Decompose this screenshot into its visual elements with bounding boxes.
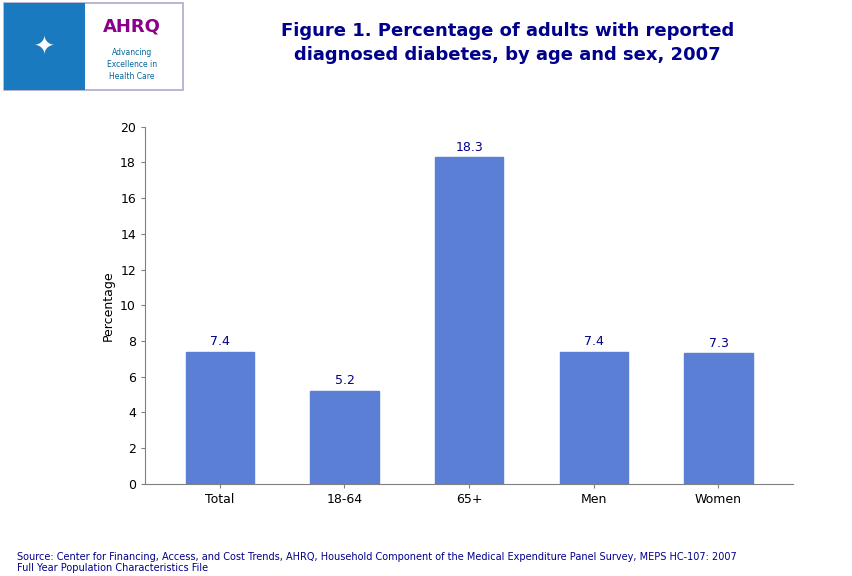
Bar bbox=[4, 3, 85, 90]
Bar bbox=[435, 157, 503, 484]
Text: Figure 1. Percentage of adults with reported
diagnosed diabetes, by age and sex,: Figure 1. Percentage of adults with repo… bbox=[280, 22, 734, 63]
Text: Source: Center for Financing, Access, and Cost Trends, AHRQ, Household Component: Source: Center for Financing, Access, an… bbox=[17, 552, 736, 573]
Bar bbox=[683, 354, 752, 484]
Text: 18.3: 18.3 bbox=[455, 141, 482, 154]
Text: Advancing
Excellence in
Health Care: Advancing Excellence in Health Care bbox=[107, 48, 157, 81]
Text: 5.2: 5.2 bbox=[334, 374, 354, 388]
Y-axis label: Percentage: Percentage bbox=[101, 270, 114, 340]
Bar bbox=[186, 352, 254, 484]
Text: ✦: ✦ bbox=[34, 36, 55, 59]
Text: 7.4: 7.4 bbox=[210, 335, 229, 348]
Text: AHRQ: AHRQ bbox=[103, 18, 161, 36]
Bar bbox=[310, 391, 378, 484]
Text: 7.4: 7.4 bbox=[584, 335, 603, 348]
Text: 7.3: 7.3 bbox=[708, 337, 728, 350]
Bar bbox=[559, 352, 627, 484]
Bar bbox=[4, 3, 183, 90]
